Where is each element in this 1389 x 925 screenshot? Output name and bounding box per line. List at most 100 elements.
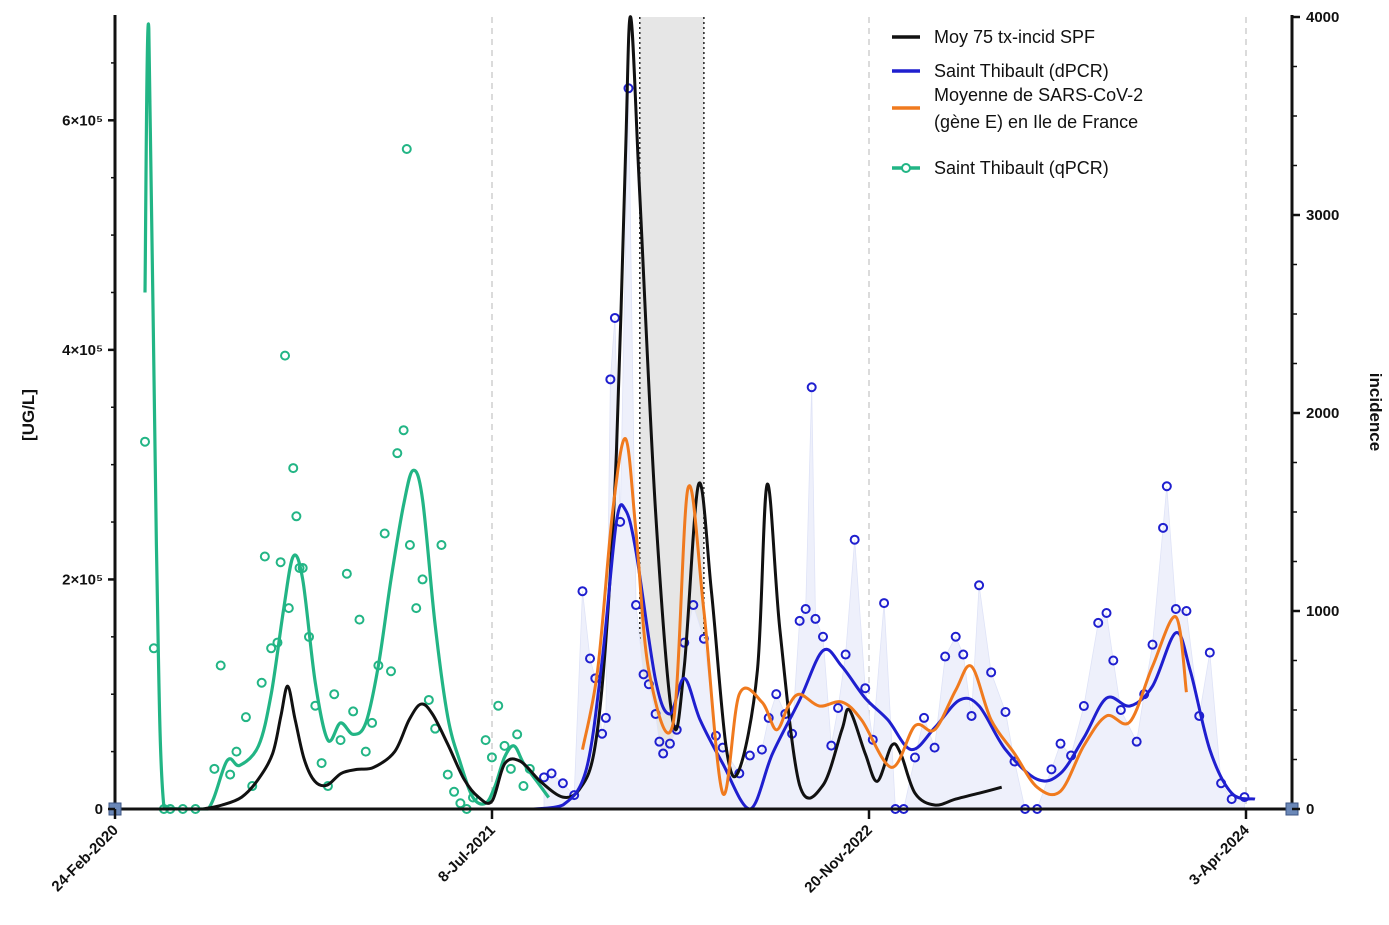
- x-tick-label: 3-Apr-2024: [1186, 821, 1253, 888]
- x-tick-label: 24-Feb-2020: [48, 822, 121, 895]
- dpcr-point: [849, 534, 860, 545]
- qpcr-point: [524, 763, 535, 774]
- qpcr-point: [291, 511, 302, 522]
- dpcr-point: [810, 613, 821, 624]
- qpcr-point: [335, 735, 346, 746]
- qpcr-point: [275, 557, 286, 568]
- qpcr-point: [140, 436, 150, 447]
- dpcr-point: [919, 712, 930, 723]
- dpcr-point: [1131, 736, 1142, 747]
- qpcr-point: [256, 677, 267, 688]
- dpcr-point: [1108, 655, 1119, 666]
- spf-incidence-line: [202, 15, 1003, 811]
- qpcr-point: [398, 425, 409, 436]
- qpcr-point: [379, 528, 390, 539]
- series-layer: [140, 15, 1256, 814]
- qpcr-point: [493, 700, 504, 711]
- qpcr-point: [455, 798, 466, 809]
- legend: Moy 75 tx-incid SPF Saint Thibault (dPCR)…: [892, 27, 1143, 178]
- right-tick-label: 2000: [1306, 405, 1339, 422]
- legend-label: Moyenne de SARS-CoV-2: [934, 85, 1143, 105]
- dpcr-point: [909, 752, 920, 763]
- qpcr-point: [449, 786, 460, 797]
- qpcr-point: [231, 746, 242, 757]
- legend-label: Saint Thibault (dPCR): [934, 61, 1109, 81]
- qpcr-point: [442, 769, 453, 780]
- left-tick-label: 2×10⁵: [62, 571, 103, 588]
- incidence-area: [543, 88, 1245, 810]
- dpcr-point: [1046, 764, 1057, 775]
- dpcr-point: [833, 703, 844, 714]
- qpcr-point: [436, 540, 447, 550]
- left-tick-label: 0: [95, 801, 103, 818]
- legend-label: Moy 75 tx-incid SPF: [934, 27, 1095, 47]
- qpcr-line: [143, 22, 550, 811]
- qpcr-point: [423, 694, 434, 705]
- dpcr-point: [840, 649, 851, 660]
- legend-label-line2: (gène E) en Ile de France: [934, 112, 1138, 132]
- qpcr-point: [310, 700, 321, 711]
- qpcr-point: [411, 603, 422, 614]
- qpcr-point: [518, 781, 529, 792]
- qpcr-point: [348, 706, 359, 717]
- qpcr-point: [354, 614, 365, 625]
- dpcr-point: [986, 667, 997, 678]
- qpcr-point: [480, 735, 491, 746]
- dpcr-point: [1161, 481, 1172, 492]
- qpcr-point: [215, 660, 226, 671]
- x-tick-label: 20-Nov-2022: [801, 822, 876, 897]
- dpcr-point: [867, 734, 878, 745]
- y-axis-left-title: [UG/L]: [19, 389, 38, 441]
- right-tick-label: 1000: [1306, 603, 1339, 620]
- qpcr-point: [360, 746, 371, 757]
- dpcr-point: [1101, 607, 1112, 618]
- dpcr-point: [950, 631, 961, 642]
- qpcr-point: [209, 763, 220, 774]
- qpcr-point: [417, 574, 428, 585]
- dpcr-point: [664, 738, 675, 749]
- left-tick-label: 6×10⁵: [62, 112, 103, 129]
- y-axis-right-title: incidence: [1366, 373, 1385, 451]
- qpcr-point: [486, 752, 497, 763]
- qpcr-point: [401, 144, 412, 154]
- dpcr-point: [1170, 604, 1181, 615]
- legend-label: Saint Thibault (qPCR): [934, 158, 1109, 178]
- dpcr-point: [1115, 705, 1126, 715]
- dpcr-point: [609, 312, 620, 323]
- qpcr-point: [316, 758, 327, 769]
- dpcr-point: [1000, 706, 1011, 717]
- qpcr-point: [404, 540, 415, 550]
- dpcr-point: [818, 631, 829, 642]
- dpcr-point: [557, 778, 568, 789]
- dpcr-point: [569, 790, 580, 801]
- dpcr-point: [800, 604, 811, 615]
- right-tick-label: 4000: [1306, 9, 1339, 26]
- dpcr-point: [1204, 647, 1215, 658]
- qpcr-point: [499, 740, 510, 751]
- qpcr-point: [341, 568, 352, 579]
- qpcr-point: [266, 643, 277, 654]
- dpcr-point: [744, 750, 755, 761]
- dpcr-point: [1147, 639, 1158, 650]
- dpcr-point: [605, 374, 616, 385]
- qpcr-point: [297, 562, 308, 573]
- qpcr-point: [367, 717, 378, 728]
- left-tick-label: 4×10⁵: [62, 342, 103, 359]
- qpcr-point: [288, 463, 299, 474]
- qpcr-point: [505, 763, 516, 774]
- dpcr-point: [929, 742, 940, 753]
- qpcr-point: [148, 643, 159, 654]
- dpcr-line: [533, 503, 1256, 811]
- qpcr-point: [247, 781, 258, 792]
- right-tick-label: 0: [1306, 801, 1314, 818]
- dpcr-point: [974, 580, 985, 591]
- gene-e-line: [581, 437, 1188, 797]
- dpcr-point: [658, 748, 669, 759]
- dpcr-point: [546, 768, 557, 779]
- dpcr-point: [539, 772, 550, 783]
- qpcr-point: [259, 551, 270, 562]
- dpcr-point: [600, 712, 611, 723]
- qpcr-point: [225, 769, 236, 780]
- reference-lines: [491, 17, 1247, 809]
- dpcr-point: [756, 744, 767, 755]
